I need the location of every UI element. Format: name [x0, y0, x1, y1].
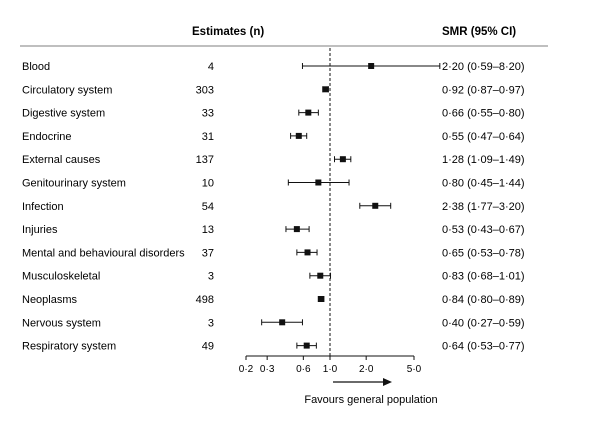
table-row: Nervous system 3 0·40 (0·27–0·59) [22, 317, 525, 329]
row-estimate: 0·40 (0·27–0·59) [442, 317, 525, 329]
row-label: External causes [22, 154, 101, 166]
point-estimate [315, 179, 322, 186]
row-label: Injuries [22, 224, 58, 236]
point-estimate [293, 226, 300, 233]
table-row: Genitourinary system 10 0·80 (0·45–1·44) [22, 178, 525, 190]
row-label: Endocrine [22, 131, 72, 143]
row-count: 4 [208, 61, 214, 73]
row-estimate: 0·83 (0·68–1·01) [442, 271, 525, 283]
row-estimate: 0·65 (0·53–0·78) [442, 247, 525, 259]
row-estimate: 0·53 (0·43–0·67) [442, 224, 525, 236]
row-label: Mental and behavioural disorders [22, 247, 185, 259]
row-estimate: 0·64 (0·53–0·77) [442, 341, 525, 353]
row-label: Neoplasms [22, 294, 78, 306]
point-estimate [303, 342, 310, 349]
row-label: Digestive system [22, 108, 105, 120]
row-count: 54 [202, 201, 214, 213]
x-axis-ticks: 0·2 0·3 0·6 1·0 2·0 5·0 [239, 356, 422, 375]
row-estimate: 2·20 (0·59–8·20) [442, 61, 525, 73]
row-count: 303 [196, 84, 214, 96]
x-tick-label: 0·3 [260, 364, 275, 375]
point-estimate [322, 86, 329, 93]
point-estimate [372, 202, 379, 209]
x-tick-label: 1·0 [323, 364, 338, 375]
row-count: 3 [208, 271, 214, 283]
table-row: Respiratory system 49 0·64 (0·53–0·77) [22, 341, 525, 353]
row-estimate: 2·38 (1·77–3·20) [442, 201, 525, 213]
table-row: Endocrine 31 0·55 (0·47–0·64) [22, 131, 525, 143]
row-label: Blood [22, 61, 50, 73]
row-label: Nervous system [22, 317, 101, 329]
row-estimate: 0·92 (0·87–0·97) [442, 84, 525, 96]
row-estimate: 1·28 (1·09–1·49) [442, 154, 525, 166]
x-tick-label: 0·6 [296, 364, 311, 375]
table-row: Blood 4 2·20 (0·59–8·20) [22, 61, 525, 73]
x-tick-label: 5·0 [407, 364, 422, 375]
row-count: 13 [202, 224, 214, 236]
row-label: Musculoskeletal [22, 271, 100, 283]
row-estimate: 0·55 (0·47–0·64) [442, 131, 525, 143]
row-count: 498 [196, 294, 214, 306]
row-label: Circulatory system [22, 84, 112, 96]
table-row: Circulatory system 303 0·92 (0·87–0·97) [22, 84, 525, 96]
rows-group: Blood 4 2·20 (0·59–8·20) Circulatory system… [22, 61, 525, 353]
table-row: Neoplasms 498 0·84 (0·80–0·89) [22, 294, 525, 306]
row-count: 3 [208, 317, 214, 329]
table-row: External causes 137 1·28 (1·09–1·49) [22, 154, 525, 166]
x-tick-label: 0·2 [239, 364, 254, 375]
point-estimate [305, 109, 312, 116]
count-header: Estimates (n) [192, 26, 264, 38]
point-estimate [295, 132, 302, 139]
row-count: 10 [202, 178, 214, 190]
point-estimate [317, 296, 324, 302]
point-estimate [339, 156, 346, 163]
row-estimate: 0·66 (0·55–0·80) [442, 108, 525, 120]
row-count: 31 [202, 131, 214, 143]
row-label: Genitourinary system [22, 178, 126, 190]
table-row: Musculoskeletal 3 0·83 (0·68–1·01) [22, 271, 525, 283]
row-count: 137 [196, 154, 214, 166]
row-count: 33 [202, 108, 214, 120]
point-estimate [317, 272, 324, 279]
x-tick-label: 2·0 [359, 364, 374, 375]
table-row: Digestive system 33 0·66 (0·55–0·80) [22, 108, 525, 120]
row-estimate: 0·80 (0·45–1·44) [442, 178, 525, 190]
estimate-header: SMR (95% CI) [442, 26, 516, 38]
row-label: Infection [22, 201, 64, 213]
row-estimate: 0·84 (0·80–0·89) [442, 294, 525, 306]
row-count: 37 [202, 247, 214, 259]
table-row: Mental and behavioural disorders 37 0·65 (… [22, 247, 525, 259]
x-axis-label: Favours general population [304, 394, 437, 406]
point-estimate [304, 249, 311, 256]
point-estimate [368, 63, 375, 69]
point-estimate [279, 319, 286, 326]
direction-arrow-head [383, 378, 392, 386]
table-row: Infection 54 2·38 (1·77–3·20) [22, 201, 525, 213]
row-count: 49 [202, 341, 214, 353]
table-row: Injuries 13 0·53 (0·43–0·67) [22, 224, 525, 236]
row-label: Respiratory system [22, 341, 116, 353]
